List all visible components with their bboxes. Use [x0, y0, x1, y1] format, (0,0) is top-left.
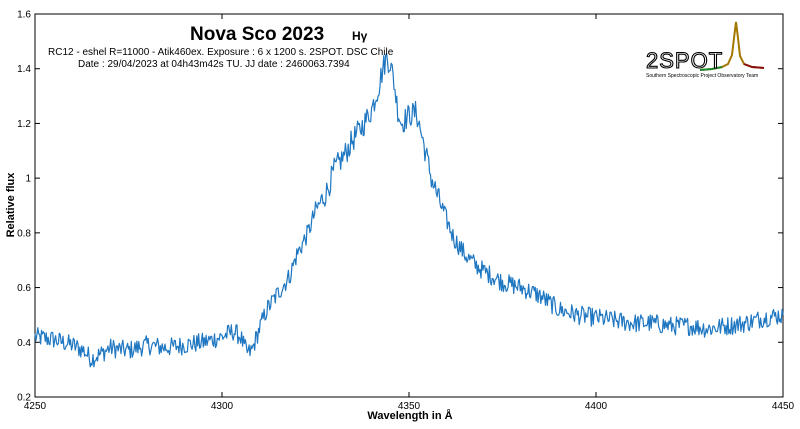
x-axis-ticks: 4250 4300 4350 4400 4450 — [24, 14, 795, 412]
chart-title: Nova Sco 2023 — [190, 24, 324, 45]
plot-frame — [34, 13, 784, 398]
y-tick-label: 1.2 — [17, 119, 31, 130]
y-axis-ticks: 0.2 0.4 0.6 0.8 1 1.2 1.4 1.6 — [17, 10, 783, 404]
x-tick-label: 4450 — [772, 401, 795, 412]
y-tick-label: 0.2 — [17, 393, 31, 404]
logo-spectrum-green-icon — [699, 66, 723, 71]
y-tick-label: 1.6 — [17, 10, 31, 21]
y-tick-label: 0.8 — [17, 228, 31, 239]
y-tick-label: 0.4 — [17, 338, 31, 349]
logo-spectrum-red-icon — [743, 63, 765, 69]
info-line-date: Date : 29/04/2023 at 04h43m42s TU. JJ da… — [78, 59, 350, 70]
logo-subtitle: Southern Spectroscopic Project Observato… — [646, 73, 758, 79]
y-axis-label: Relative flux — [5, 172, 17, 238]
y-tick-label: 1 — [25, 174, 31, 185]
y-tick-label: 0.6 — [17, 283, 31, 294]
x-tick-label: 4300 — [211, 401, 234, 412]
chart-title-suffix: Hγ — [352, 29, 368, 43]
x-tick-label: 4250 — [24, 401, 47, 412]
y-tick-label: 1.4 — [17, 64, 31, 75]
series-line-h-gamma — [34, 52, 784, 368]
logo-text: 2SPOT — [646, 48, 723, 73]
info-line-instrument: RC12 - eshel R=11000 - Atik460ex. Exposu… — [48, 47, 394, 58]
logo-2spot: 2SPOT Southern Spectroscopic Project Obs… — [645, 21, 765, 79]
x-tick-label: 4350 — [398, 401, 421, 412]
x-axis-label: Wavelength in Å — [367, 409, 452, 422]
x-tick-label: 4400 — [585, 401, 608, 412]
